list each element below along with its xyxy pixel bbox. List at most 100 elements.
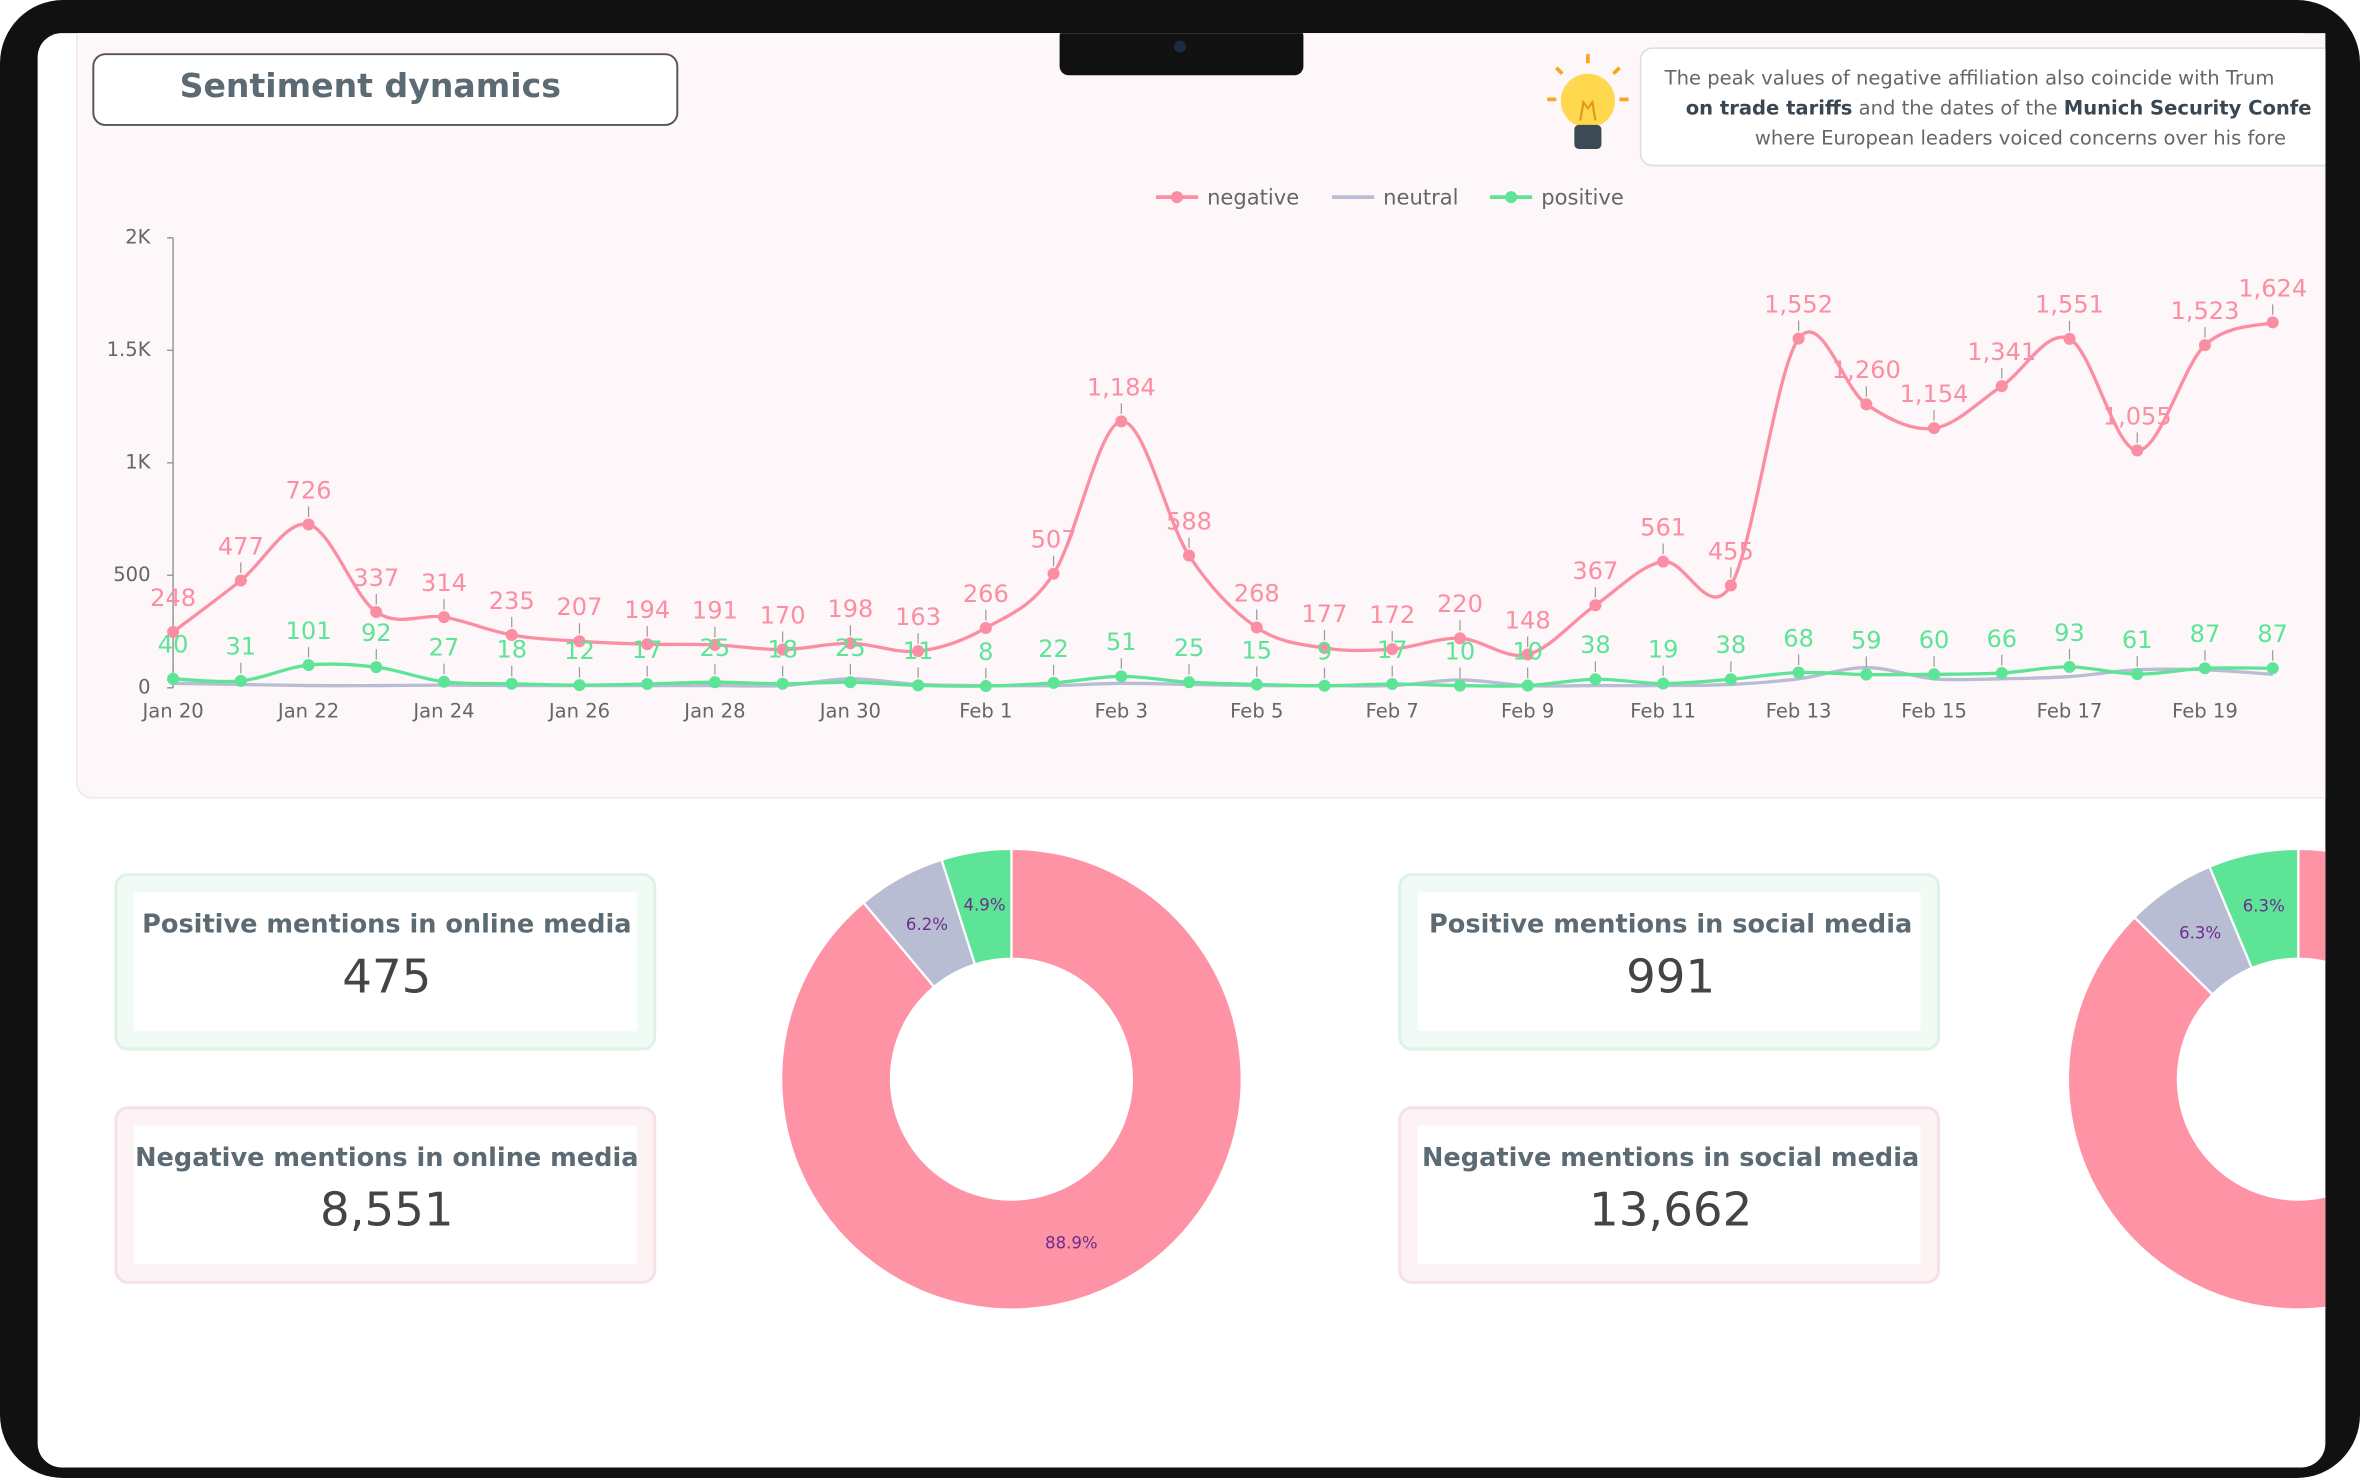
kpi-inner (133, 892, 637, 1031)
data-point (505, 628, 518, 641)
data-point (2266, 316, 2279, 329)
x-tick-label: Feb 9 (1501, 699, 1554, 722)
data-point (1318, 641, 1331, 655)
note-line: on trade tariffs and the dates of the Mu… (1686, 96, 2312, 119)
data-label: 455 (1708, 537, 1754, 565)
data-label: 19 (1648, 635, 1679, 663)
data-point (302, 518, 315, 531)
x-tick-label: Feb 7 (1366, 699, 1419, 722)
x-tick-label: Feb 11 (1630, 699, 1696, 722)
data-label: 266 (963, 580, 1009, 608)
note-line: The peak values of negative affiliation … (1664, 66, 2275, 89)
data-label: 93 (2054, 619, 2085, 647)
data-label: 25 (1174, 634, 1205, 662)
data-point (1115, 415, 1128, 428)
data-label: 1,260 (1832, 356, 1901, 384)
data-point (1928, 668, 1941, 681)
data-point (2063, 332, 2076, 345)
data-label: 18 (767, 636, 798, 664)
x-tick-label: Feb 5 (1230, 699, 1283, 722)
kpi-title: Negative mentions in online media (135, 1143, 638, 1173)
dashboard: Sentiment dynamics The peak values of ne… (76, 33, 2326, 1311)
data-point (437, 611, 451, 624)
data-label: 17 (1377, 636, 1408, 664)
data-point (641, 638, 654, 651)
x-tick-label: Feb 1 (959, 699, 1012, 722)
data-label: 337 (353, 564, 399, 592)
donut-slice (940, 847, 1013, 966)
x-tick-label: Feb 15 (1901, 699, 1967, 722)
series-line (173, 662, 2273, 688)
kpi-inner (1417, 892, 1921, 1031)
data-label: 170 (760, 601, 806, 629)
data-point (1521, 679, 1534, 692)
data-label: 9 (1317, 638, 1332, 666)
data-label: 22 (1038, 635, 1069, 663)
legend-label: negative (1207, 185, 1299, 210)
kpi-title: Negative mentions in social media (1422, 1143, 1919, 1173)
data-point (1115, 670, 1128, 683)
slice-label: 6.3% (2179, 923, 2221, 942)
camera-notch (1059, 33, 1304, 76)
data-point (370, 605, 383, 619)
slice-label: 6.3% (2243, 897, 2285, 916)
donut-slice (780, 847, 1243, 1311)
data-point (1724, 579, 1737, 592)
data-point (979, 621, 992, 634)
data-label: 51 (1106, 628, 1137, 656)
slice-label: 4.9% (964, 895, 1006, 914)
slice-label: 6.2% (906, 915, 948, 934)
x-tick-label: Jan 22 (276, 699, 339, 722)
data-point (1318, 679, 1331, 692)
data-label: 367 (1572, 557, 1618, 585)
data-point (167, 626, 180, 639)
x-tick-label: Jan 28 (682, 699, 745, 722)
y-tick-label: 2K (125, 225, 151, 248)
data-point (2131, 668, 2144, 681)
data-point (1386, 643, 1399, 656)
data-point (641, 677, 654, 691)
data-label: 148 (1505, 606, 1551, 634)
data-point (1995, 380, 2008, 393)
kpi-inner (1417, 1125, 1921, 1265)
data-point (1250, 621, 1263, 634)
data-label: 60 (1919, 626, 1950, 654)
data-point (1589, 673, 1602, 686)
data-label: 172 (1369, 601, 1415, 629)
data-label: 561 (1640, 513, 1686, 541)
data-label: 191 (692, 597, 738, 625)
data-point (573, 679, 586, 692)
data-label: 1,154 (1900, 380, 1969, 408)
legend-label: positive (1541, 185, 1624, 210)
data-point (912, 679, 925, 692)
data-label: 235 (489, 587, 535, 615)
data-point (573, 635, 586, 648)
data-point (2198, 662, 2211, 675)
data-label: 314 (421, 569, 467, 597)
data-point (1453, 679, 1466, 692)
x-tick-label: Jan 30 (818, 699, 881, 722)
data-label: 588 (1166, 507, 1212, 535)
data-label: 1,341 (1967, 338, 2036, 366)
data-point (2063, 660, 2076, 673)
data-label: 207 (556, 593, 602, 621)
data-point (234, 674, 247, 687)
data-point (1453, 632, 1466, 645)
data-label: 101 (286, 617, 332, 645)
data-label: 248 (150, 584, 196, 612)
data-label: 1,552 (1764, 290, 1833, 318)
x-tick-label: Feb 3 (1095, 699, 1148, 722)
kpi-value: 475 (342, 950, 431, 1004)
x-tick-label: Jan 24 (411, 699, 474, 722)
data-label: 40 (158, 631, 189, 659)
kpi-title: Positive mentions in social media (1429, 910, 1912, 940)
data-label: 66 (1986, 625, 2017, 653)
data-point (2198, 339, 2211, 352)
y-tick-label: 0 (138, 675, 150, 698)
kpi-value: 13,662 (1589, 1184, 1752, 1238)
data-label: 194 (624, 596, 670, 624)
kpi-inner (133, 1125, 637, 1265)
data-point (1183, 676, 1196, 689)
data-label: 68 (1783, 624, 1814, 652)
